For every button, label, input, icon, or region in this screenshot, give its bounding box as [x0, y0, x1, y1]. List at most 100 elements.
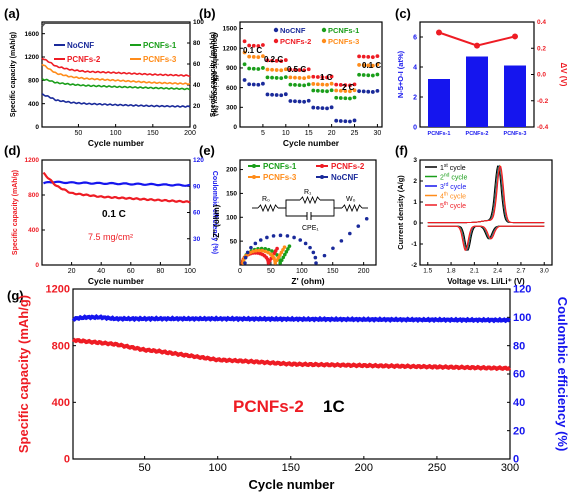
- panel-g-xtick-label: 150: [282, 462, 300, 474]
- panel-e-point-PCNFs-3: [281, 247, 285, 252]
- panel-e-point-NoCNF: [249, 245, 253, 250]
- panel-b-point-PCNFs-2: [329, 74, 334, 79]
- panel-b-ytick-label: 600: [226, 85, 237, 92]
- panel-b-point-PCNFs-3: [325, 82, 329, 87]
- panel-g-y-title: Specific capacity (mAh/g): [16, 295, 31, 453]
- panel-g-label: (g): [7, 288, 24, 303]
- panel-b-point-PCNFs-1: [366, 73, 371, 78]
- panel-e-point-NoCNF: [265, 235, 269, 240]
- panel-c-dv-point: [512, 33, 518, 40]
- panel-e-point-NoCNF: [245, 250, 250, 255]
- panel-e-point-NoCNF: [311, 250, 316, 255]
- panel-f-legend-label: 2nd cycle: [440, 173, 467, 182]
- panel-e-xtick-label: 200: [358, 268, 370, 275]
- panel-b-label: (b): [199, 6, 216, 21]
- panel-b-point-PCNFs-2: [274, 58, 279, 63]
- panel-d-xtick-label: 40: [97, 268, 105, 275]
- panel-a-y2tick-label: 100: [193, 19, 204, 26]
- panel-b-point-PCNFs-2: [366, 55, 371, 59]
- panel-a-xtick-label: 100: [110, 130, 122, 137]
- panel-c-category-label: PCNFs-3: [504, 131, 527, 137]
- panel-b-point-PCNFs-2: [352, 82, 357, 87]
- panel-b-point-PCNFs-3: [261, 54, 265, 59]
- panel-b-point-PCNFs-3: [320, 82, 325, 87]
- panel-b-point-PCNFs-2: [315, 75, 320, 79]
- panel-e-legend-marker: [320, 164, 324, 168]
- panel-e-point-PCNFs-3: [251, 249, 255, 254]
- panel-b-point-PCNFs-3: [302, 76, 307, 81]
- panel-g-y2tick-label: 100: [513, 312, 531, 324]
- panel-c-category-label: PCNFs-1: [428, 131, 451, 137]
- panel-b-legend-swatch: [273, 27, 279, 33]
- panel-b-xtick-label: 15: [305, 130, 313, 137]
- panel-a-y2tick-label: 20: [193, 103, 201, 110]
- panel-e-legend-label: PCNFs-2: [331, 162, 365, 171]
- panel-e-point-PCNFs-1: [263, 247, 268, 251]
- panel-c-ytick-label: 0: [413, 124, 417, 131]
- panel-b-point-NoCNF: [302, 99, 307, 104]
- panel-b-point-NoCNF: [247, 82, 252, 87]
- panel-e-ytick-label: 200: [226, 167, 237, 174]
- panel-b-point-PCNFs-1: [242, 62, 247, 67]
- panel-b-point-PCNFs-2: [242, 39, 247, 44]
- panel-b-point-PCNFs-3: [361, 63, 366, 68]
- panel-e-point-NoCNF: [348, 231, 352, 236]
- panel-e-legend-label: NoCNF: [331, 173, 358, 182]
- panel-b-point-PCNFs-3: [348, 89, 352, 94]
- panel-e-circuit-wire: [311, 208, 335, 217]
- panel-b-point-PCNFs-2: [265, 58, 270, 63]
- panel-a-ytick-label: 1200: [25, 54, 40, 61]
- panel-b-ytick-label: 0: [233, 124, 237, 131]
- panel-d-y2tick-label: 90: [193, 183, 201, 190]
- panel-a-legend-label: NoCNF: [67, 41, 94, 50]
- panel-e-point-PCNFs-1: [287, 244, 292, 248]
- panel-d-x-title: Cycle number: [88, 276, 145, 286]
- panel-c-y2tick-label: 0.0: [537, 72, 546, 79]
- panel-b-point-PCNFs-2: [338, 82, 343, 87]
- panel-b-point-PCNFs-3: [306, 75, 311, 80]
- panel-b-point-NoCNF: [366, 89, 371, 94]
- panel-b-point-NoCNF: [325, 106, 329, 111]
- panel-c-dv-point: [436, 29, 442, 36]
- panel-b-point-NoCNF: [343, 119, 348, 124]
- panel-a-ce-line: [41, 22, 190, 27]
- panel-b-point-PCNFs-2: [256, 44, 261, 48]
- panel-b-point-PCNFs-1: [361, 73, 366, 77]
- panel-e-ytick-label: 50: [230, 238, 238, 245]
- panel-e-point-NoCNF: [258, 238, 263, 242]
- panel-e-point-NoCNF: [298, 238, 303, 242]
- panel-e-point-NoCNF: [313, 255, 318, 260]
- panel-b-x-title: Cycle number: [283, 138, 340, 148]
- panel-e-frame: [239, 159, 377, 266]
- panel-b-point-PCNFs-2: [334, 82, 339, 87]
- panel-b-point-PCNFs-3: [366, 63, 371, 68]
- panel-b-point-PCNFs-3: [293, 75, 297, 80]
- panel-f-y-title: Current density (A/g): [396, 175, 405, 250]
- panel-b-point-NoCNF: [265, 92, 270, 97]
- panel-b-point-NoCNF: [293, 99, 297, 104]
- panel-b-point-NoCNF: [261, 81, 265, 86]
- panel-a-x-title: Cycle number: [88, 138, 145, 148]
- panel-b-point-PCNFs-1: [297, 83, 302, 88]
- panel-b-point-PCNFs-1: [334, 95, 339, 100]
- panel-b-point-PCNFs-1: [315, 88, 320, 93]
- panel-b-point-PCNFs-2: [348, 83, 352, 88]
- panel-c-y2tick-label: 0.4: [537, 19, 546, 26]
- panel-e-point-NoCNF: [356, 224, 361, 228]
- panel-g-ce-line: [71, 314, 512, 324]
- panel-b-point-PCNFs-1: [293, 82, 297, 87]
- panel-b-rate-label: 0.2 C: [264, 55, 283, 64]
- panel-b-point-NoCNF: [329, 105, 334, 110]
- panel-b-point-PCNFs-2: [293, 67, 297, 72]
- panel-b-ytick-label: 1200: [223, 45, 238, 52]
- panel-b-legend-label: PCNFs-2: [280, 37, 311, 46]
- panel-f-legend-label: 4th cycle: [440, 192, 466, 201]
- panel-b-point-NoCNF: [283, 92, 288, 97]
- panel-b-rate-label: 0.1 C: [243, 46, 262, 55]
- panel-e-xtick-label: 100: [296, 268, 308, 275]
- panel-g-capacity-line: [71, 337, 512, 372]
- panel-a-y-title: Specific capacity (mAh/g): [10, 32, 17, 117]
- panel-e-xtick-label: 50: [267, 268, 275, 275]
- panel-b-point-NoCNF: [279, 93, 284, 98]
- panel-b-point-PCNFs-2: [325, 75, 329, 80]
